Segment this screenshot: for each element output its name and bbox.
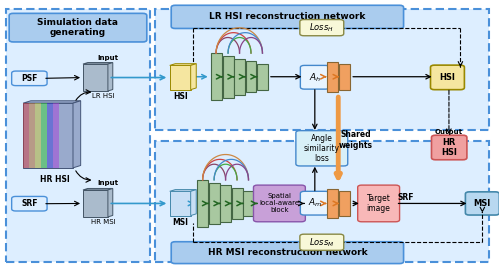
Bar [156, 141, 489, 262]
FancyBboxPatch shape [254, 185, 306, 222]
Bar [340, 191, 350, 216]
Text: HSI: HSI [173, 92, 188, 101]
Polygon shape [23, 101, 80, 103]
Text: Spatial
local-aware
block: Spatial local-aware block [260, 193, 300, 214]
FancyArrowPatch shape [76, 90, 90, 100]
Text: MSI: MSI [172, 218, 188, 227]
Polygon shape [73, 101, 80, 168]
FancyBboxPatch shape [466, 192, 500, 215]
Bar [210, 53, 222, 100]
Bar [197, 180, 208, 227]
Polygon shape [83, 188, 113, 190]
Text: MSI: MSI [474, 199, 491, 208]
Bar [327, 62, 338, 92]
FancyBboxPatch shape [12, 196, 47, 211]
Polygon shape [170, 190, 196, 191]
Text: $\mathit{Loss}_M$: $\mathit{Loss}_M$ [309, 236, 334, 249]
Bar [6, 9, 150, 262]
Text: HR MSI: HR MSI [90, 219, 115, 225]
Bar [170, 65, 190, 90]
Bar [170, 191, 190, 215]
Bar [243, 191, 254, 216]
Bar [53, 103, 59, 168]
Polygon shape [190, 190, 196, 215]
Polygon shape [190, 64, 196, 90]
Bar [340, 64, 350, 89]
Text: $\mathit{Loss}_H$: $\mathit{Loss}_H$ [310, 21, 334, 34]
Text: LR HSI reconstruction network: LR HSI reconstruction network [209, 12, 366, 21]
Bar [232, 188, 242, 219]
Text: Simulation data
generating: Simulation data generating [38, 18, 118, 37]
Text: SRF: SRF [398, 193, 414, 202]
Text: Output: Output [435, 129, 463, 135]
Bar [327, 189, 338, 218]
FancyBboxPatch shape [171, 5, 404, 28]
Text: Input: Input [98, 180, 118, 186]
Text: Shared
weights: Shared weights [338, 130, 372, 150]
Text: Angle
similarity
loss: Angle similarity loss [304, 134, 340, 163]
FancyBboxPatch shape [430, 65, 464, 90]
Bar [41, 103, 47, 168]
FancyBboxPatch shape [300, 234, 344, 250]
FancyBboxPatch shape [300, 191, 330, 215]
Polygon shape [170, 64, 196, 65]
Polygon shape [108, 188, 113, 217]
Text: $A_h$: $A_h$ [308, 71, 321, 83]
Bar [208, 183, 220, 224]
Bar [23, 103, 73, 168]
Text: LR HSI: LR HSI [92, 93, 114, 99]
Text: HR HSI: HR HSI [40, 175, 70, 183]
Bar [47, 103, 53, 168]
Bar [257, 64, 268, 89]
Bar [220, 185, 231, 222]
FancyBboxPatch shape [9, 13, 147, 42]
FancyBboxPatch shape [296, 131, 348, 166]
Text: HSI: HSI [440, 73, 456, 82]
FancyBboxPatch shape [300, 20, 344, 36]
Bar [23, 103, 29, 168]
Bar [35, 103, 41, 168]
Polygon shape [108, 63, 113, 91]
FancyBboxPatch shape [171, 242, 404, 264]
Text: PSF: PSF [22, 74, 38, 83]
FancyBboxPatch shape [12, 71, 47, 86]
Bar [83, 64, 108, 91]
FancyBboxPatch shape [432, 135, 467, 160]
Text: SRF: SRF [22, 199, 38, 208]
Bar [29, 103, 35, 168]
Polygon shape [83, 63, 113, 64]
FancyArrowPatch shape [76, 171, 90, 182]
Text: $A_m$: $A_m$ [308, 197, 322, 209]
FancyBboxPatch shape [300, 65, 330, 89]
Bar [246, 61, 256, 92]
Bar [234, 59, 245, 95]
Bar [222, 56, 234, 98]
Bar [83, 190, 108, 217]
FancyBboxPatch shape [358, 185, 400, 222]
Text: Input: Input [98, 54, 118, 60]
Bar [156, 9, 489, 130]
Text: Target
image: Target image [366, 194, 390, 213]
Text: HR MSI reconstruction network: HR MSI reconstruction network [208, 248, 367, 257]
Text: HR
HSI: HR HSI [441, 138, 457, 157]
